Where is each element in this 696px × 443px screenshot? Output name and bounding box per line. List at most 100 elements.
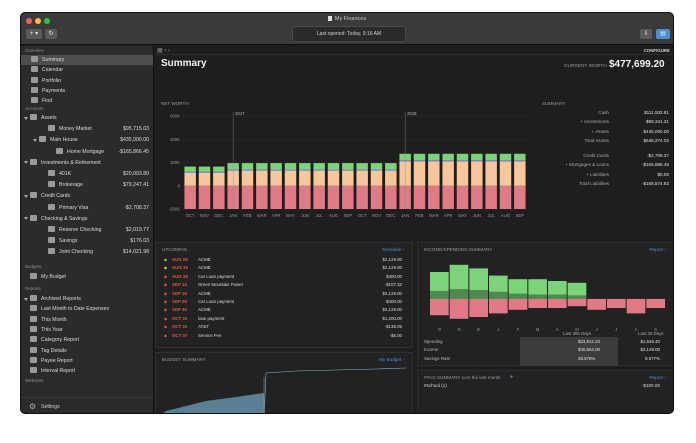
spending-bar[interactable]	[528, 299, 547, 308]
net-worth-bar-segment[interactable]	[299, 170, 311, 186]
disclosure-triangle[interactable]	[24, 217, 28, 221]
net-worth-bar-segment[interactable]	[342, 163, 354, 170]
net-worth-bar-segment[interactable]	[442, 161, 454, 186]
zoom-window-button[interactable]	[44, 18, 50, 24]
income-bar[interactable]	[567, 282, 587, 299]
income-bar[interactable]	[489, 275, 508, 299]
income-bar[interactable]	[469, 268, 488, 299]
spending-bar[interactable]	[626, 299, 646, 314]
spending-bar[interactable]	[548, 299, 567, 308]
net-worth-bar-segment[interactable]	[213, 185, 225, 209]
minimize-window-button[interactable]	[35, 18, 41, 24]
net-worth-bar-segment[interactable]	[370, 163, 383, 170]
sidebar-item[interactable]: Checking & Savings	[30, 214, 149, 224]
net-worth-bar-segment[interactable]	[385, 185, 397, 209]
net-worth-bar-segment[interactable]	[370, 169, 383, 171]
configure-button[interactable]: CONFIGURE	[643, 48, 670, 53]
net-worth-bar-segment[interactable]	[456, 185, 469, 209]
upcoming-row[interactable]: ◆ AUG 08 ACME $2,129.00	[164, 256, 402, 263]
sidebar-item[interactable]: Savings $176.03	[48, 236, 149, 246]
net-worth-bar-segment[interactable]	[485, 153, 497, 161]
tag-report-link[interactable]: Report ›	[649, 375, 666, 380]
disclosure-triangle[interactable]	[24, 161, 28, 165]
sidebar-item[interactable]: Joint Checking $14,021.98	[48, 247, 149, 257]
net-worth-bar-segment[interactable]	[485, 185, 497, 209]
net-worth-bar-segment[interactable]	[499, 161, 512, 186]
net-worth-bar-segment[interactable]	[471, 160, 483, 162]
net-worth-bar-segment[interactable]	[184, 166, 196, 172]
upcoming-row[interactable]: ◆ SEP 14 Green Mountain Power -$107.32	[164, 281, 402, 288]
net-worth-bar-segment[interactable]	[327, 185, 340, 209]
net-worth-bar-segment[interactable]	[184, 171, 196, 173]
net-worth-bar-segment[interactable]	[270, 163, 282, 170]
net-worth-bar-segment[interactable]	[413, 161, 426, 186]
net-worth-bar-segment[interactable]	[270, 169, 282, 171]
sidebar-item[interactable]: Calendar	[31, 65, 149, 75]
upcoming-row[interactable]: ◆ AUG 19 ACME $2,129.00	[164, 264, 402, 271]
net-worth-bar-segment[interactable]	[327, 163, 340, 170]
net-worth-bar-segment[interactable]	[241, 163, 254, 170]
info-icon[interactable]: ●	[510, 374, 514, 380]
add-button[interactable]: + ▾	[26, 29, 42, 39]
net-worth-bar-segment[interactable]	[356, 169, 368, 171]
spending-bar[interactable]	[508, 299, 528, 310]
upcoming-row[interactable]: ◆ OCT 07 Service Fee -$5.00	[164, 332, 402, 339]
net-worth-bar-segment[interactable]	[485, 160, 497, 162]
spending-bar[interactable]	[489, 299, 508, 314]
sidebar-item[interactable]: Last Month to Date Expenses	[30, 304, 149, 314]
net-worth-bar-segment[interactable]	[327, 169, 340, 171]
upcoming-row[interactable]: ◆ SEP 30 ACME $2,129.00	[164, 306, 402, 313]
net-worth-bar-segment[interactable]	[313, 185, 325, 209]
sidebar-item[interactable]: Money Market $95,715.03	[48, 124, 149, 134]
net-worth-bar-segment[interactable]	[256, 169, 268, 171]
upcoming-row[interactable]: ◆ OCT 01 loan payment $1,200.00	[164, 315, 402, 322]
navigation-arrows[interactable]: ▦ ‹ ›	[157, 48, 170, 54]
net-worth-bar-segment[interactable]	[456, 161, 469, 186]
sidebar-item[interactable]: Primary Visa -$2,708.37	[48, 203, 149, 213]
net-worth-bar-segment[interactable]	[256, 163, 268, 170]
net-worth-bar-segment[interactable]	[299, 163, 311, 170]
sidebar-item[interactable]: Category Report	[30, 335, 149, 345]
net-worth-bar-segment[interactable]	[241, 170, 254, 186]
net-worth-bar-segment[interactable]	[514, 153, 526, 161]
sidebar-item[interactable]: Assets	[30, 113, 149, 123]
net-worth-bar-segment[interactable]	[241, 185, 254, 209]
sidebar-item[interactable]: Summary	[31, 55, 149, 65]
net-worth-bar-segment[interactable]	[270, 185, 282, 209]
spending-bar[interactable]	[646, 299, 665, 308]
sidebar-item[interactable]: Payee Report	[30, 356, 149, 366]
net-worth-bar-segment[interactable]	[198, 166, 211, 172]
upcoming-row[interactable]: ◆ OCT 01 AT&T -$138.05	[164, 323, 402, 330]
net-worth-bar-segment[interactable]	[256, 170, 268, 186]
sidebar-item[interactable]: Archived Reports	[30, 294, 149, 304]
sidebar-item[interactable]: Home Mortgage -$165,866.45	[56, 147, 149, 157]
net-worth-bar-segment[interactable]	[456, 160, 469, 162]
sidebar-item[interactable]: Main House $435,000.00	[39, 135, 149, 145]
net-worth-bar-segment[interactable]	[356, 170, 368, 186]
net-worth-bar-segment[interactable]	[184, 172, 196, 186]
refresh-button[interactable]: ↻	[45, 29, 57, 39]
net-worth-bar-segment[interactable]	[514, 160, 526, 162]
sidebar-item[interactable]: My Budget	[30, 272, 149, 282]
net-worth-bar-segment[interactable]	[342, 185, 354, 209]
net-worth-bar-segment[interactable]	[499, 153, 512, 161]
spending-bar[interactable]	[469, 299, 488, 317]
net-worth-bar-segment[interactable]	[284, 185, 297, 209]
net-worth-bar-segment[interactable]	[385, 163, 397, 170]
net-worth-bar-segment[interactable]	[413, 153, 426, 161]
income-report-link[interactable]: Report ›	[649, 247, 666, 252]
net-worth-bar-segment[interactable]	[241, 169, 254, 171]
net-worth-bar-segment[interactable]	[256, 185, 268, 209]
net-worth-bar-segment[interactable]	[356, 185, 368, 209]
net-worth-bar-segment[interactable]	[385, 170, 397, 186]
sidebar-item[interactable]: Payments	[31, 86, 149, 96]
net-worth-bar-segment[interactable]	[327, 170, 340, 186]
income-bar[interactable]	[508, 279, 528, 299]
upcoming-row[interactable]: ◆ SEP 16 ACME $2,129.00	[164, 290, 402, 297]
net-worth-bar-segment[interactable]	[184, 185, 196, 209]
net-worth-bar-segment[interactable]	[370, 185, 383, 209]
net-worth-bar-segment[interactable]	[442, 160, 454, 162]
net-worth-bar-segment[interactable]	[428, 153, 440, 161]
net-worth-bar-segment[interactable]	[284, 163, 297, 170]
reconcile-icon[interactable]: ⇩	[640, 29, 652, 39]
